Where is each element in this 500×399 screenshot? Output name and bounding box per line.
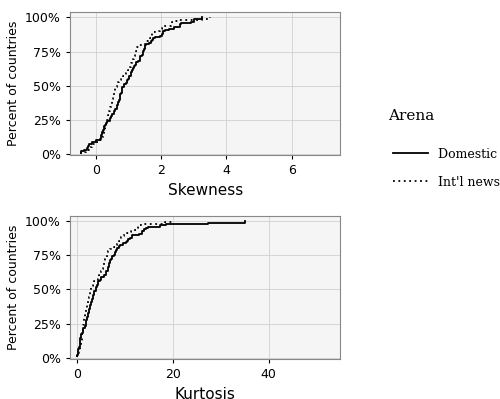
Y-axis label: Percent of countries: Percent of countries xyxy=(6,225,20,350)
X-axis label: Kurtosis: Kurtosis xyxy=(175,387,236,399)
X-axis label: Skewness: Skewness xyxy=(168,183,243,198)
Legend: Domestic news, Int'l news: Domestic news, Int'l news xyxy=(388,143,500,194)
Y-axis label: Percent of countries: Percent of countries xyxy=(6,21,20,146)
Text: Arena: Arena xyxy=(388,109,434,123)
